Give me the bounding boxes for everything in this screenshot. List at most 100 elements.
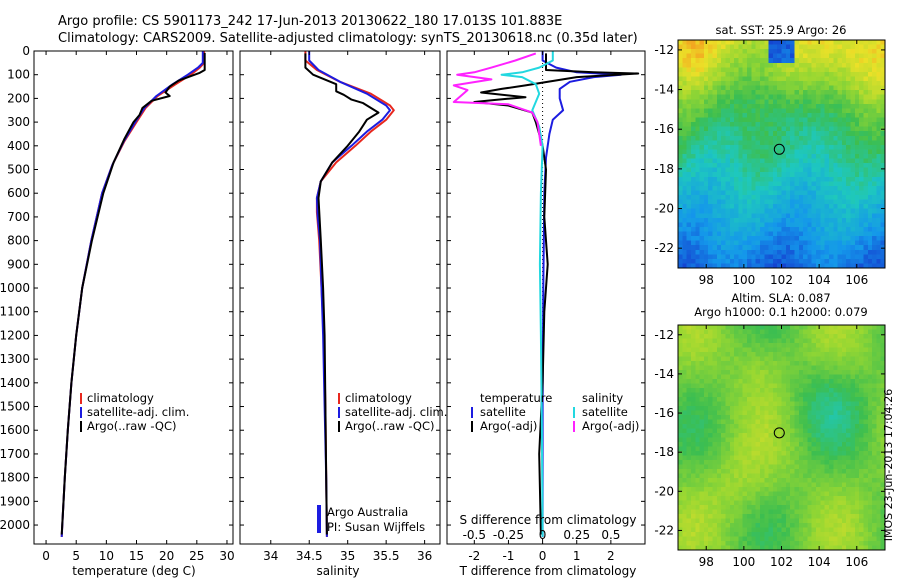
heatmap-cell <box>751 81 757 87</box>
heatmap-cell <box>781 85 787 91</box>
heatmap-cell <box>768 204 774 210</box>
heatmap-cell <box>768 338 774 344</box>
heatmap-cell <box>751 442 757 448</box>
heatmap-cell <box>721 231 727 237</box>
heatmap-cell <box>751 254 757 260</box>
heatmap-cell <box>807 163 813 169</box>
heatmap-cell <box>712 424 718 430</box>
heatmap-cell <box>816 397 821 403</box>
heatmap-cell <box>699 85 705 91</box>
heatmap-cell <box>729 473 735 479</box>
heatmap-cell <box>781 62 787 68</box>
heatmap-cell <box>695 236 701 242</box>
heatmap-cell <box>768 263 774 269</box>
heatmap-cell <box>759 231 765 237</box>
heatmap-cell <box>798 49 804 55</box>
heatmap-cell <box>755 347 761 353</box>
heatmap-cell <box>781 374 787 380</box>
heatmap-cell <box>867 442 873 448</box>
heatmap-cell <box>846 482 852 488</box>
heatmap-cell <box>742 181 748 187</box>
heatmap-cell <box>764 518 770 524</box>
heatmap-cell <box>781 90 787 96</box>
x-tick-label: 36 <box>417 549 432 563</box>
heatmap-cell <box>738 370 744 376</box>
heatmap-cell <box>807 410 813 416</box>
heatmap-cell <box>686 158 692 164</box>
heatmap-cell <box>725 329 731 335</box>
heatmap-cell <box>678 204 683 210</box>
heatmap-cell <box>708 347 714 353</box>
heatmap-cell <box>764 446 770 452</box>
heatmap-cell <box>725 67 731 73</box>
heatmap-cell <box>820 90 826 96</box>
heatmap-cell <box>751 500 757 506</box>
heatmap-cell <box>820 140 826 146</box>
heatmap-cell <box>678 388 683 394</box>
heatmap-cell <box>824 334 830 340</box>
heatmap-cell <box>682 518 688 524</box>
heatmap-cell <box>828 108 834 114</box>
heatmap-cell <box>777 527 783 533</box>
heatmap-cell <box>872 325 877 331</box>
heatmap-cell <box>846 338 852 344</box>
heatmap-cell <box>811 527 817 533</box>
heatmap-cell <box>721 140 727 146</box>
heatmap-cell <box>867 523 873 529</box>
heatmap-cell <box>828 163 834 169</box>
heatmap-cell <box>716 424 722 430</box>
heatmap-cell <box>841 158 847 164</box>
heatmap-cell <box>751 144 757 151</box>
heatmap-cell <box>798 58 804 64</box>
heatmap-cell <box>833 131 839 137</box>
heatmap-cell <box>712 81 718 87</box>
heatmap-cell <box>816 254 821 260</box>
heatmap-cell <box>828 536 834 542</box>
heatmap-cell <box>816 76 821 82</box>
heatmap-cell <box>803 451 808 457</box>
heatmap-cell <box>747 473 752 479</box>
heatmap-cell <box>729 464 735 470</box>
heatmap-cell <box>841 379 847 385</box>
heatmap-cell <box>876 446 882 452</box>
heatmap-cell <box>725 437 731 443</box>
heatmap-cell <box>785 428 791 434</box>
heatmap-cell <box>703 374 709 380</box>
heatmap-cell <box>695 365 701 371</box>
heatmap-cell <box>729 135 735 141</box>
heatmap-cell <box>764 482 770 488</box>
heatmap-cell <box>686 437 692 443</box>
heatmap-cell <box>703 500 709 506</box>
heatmap-cell <box>781 487 787 493</box>
heatmap-cell <box>742 190 748 196</box>
heatmap-cell <box>742 53 748 59</box>
heatmap-cell <box>721 329 727 335</box>
heatmap-cell <box>759 236 765 242</box>
heatmap-cell <box>759 338 765 344</box>
heatmap-cell <box>880 167 886 173</box>
heatmap-cell <box>833 523 839 529</box>
heatmap-cell <box>742 140 748 146</box>
heatmap-cell <box>820 383 826 389</box>
x-tick-label: 104 <box>808 273 831 287</box>
heatmap-cell <box>841 428 847 434</box>
heatmap-cell <box>764 374 770 380</box>
heatmap-cell <box>872 71 877 78</box>
heatmap-cell <box>729 258 735 265</box>
heatmap-cell <box>686 108 692 114</box>
heatmap-cell <box>846 117 852 123</box>
heatmap-cell <box>850 263 856 269</box>
heatmap-cell <box>820 491 826 497</box>
heatmap-cell <box>716 222 722 228</box>
x-axis-label: temperature (deg C) <box>72 564 195 578</box>
heatmap-cell <box>811 135 817 141</box>
heatmap-cell <box>729 523 735 529</box>
heatmap-cell <box>755 112 761 119</box>
heatmap-cell <box>867 487 873 493</box>
heatmap-cell <box>816 149 821 155</box>
heatmap-cell <box>690 347 696 353</box>
heatmap-cell <box>742 419 748 425</box>
heatmap-cell <box>742 231 748 237</box>
heatmap-cell <box>841 343 847 349</box>
heatmap-cell <box>785 163 791 169</box>
